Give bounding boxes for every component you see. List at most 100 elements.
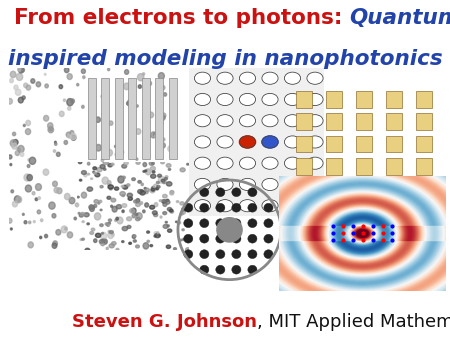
Circle shape: [107, 196, 111, 199]
Bar: [115, 78, 122, 159]
Text: Steven G. Johnson: Steven G. Johnson: [72, 313, 257, 331]
Circle shape: [24, 174, 30, 181]
Circle shape: [217, 93, 233, 105]
Circle shape: [20, 152, 24, 156]
Circle shape: [82, 221, 84, 222]
Circle shape: [56, 230, 61, 235]
Circle shape: [136, 158, 138, 160]
Circle shape: [150, 189, 155, 193]
Circle shape: [148, 112, 153, 118]
Circle shape: [166, 199, 169, 201]
Circle shape: [16, 73, 22, 80]
Circle shape: [122, 241, 124, 243]
Circle shape: [132, 235, 135, 239]
Circle shape: [54, 141, 56, 143]
Circle shape: [81, 69, 86, 73]
Circle shape: [136, 213, 142, 219]
Circle shape: [94, 213, 101, 220]
Circle shape: [216, 250, 225, 259]
Circle shape: [153, 133, 157, 137]
Circle shape: [151, 188, 155, 191]
Circle shape: [239, 136, 256, 148]
Circle shape: [262, 72, 278, 84]
Circle shape: [94, 204, 97, 208]
Circle shape: [248, 250, 257, 259]
Circle shape: [17, 148, 20, 152]
Circle shape: [151, 132, 156, 138]
Circle shape: [135, 245, 140, 248]
Circle shape: [143, 163, 147, 167]
Circle shape: [122, 203, 127, 208]
Circle shape: [163, 224, 168, 228]
Circle shape: [109, 188, 112, 190]
Bar: [356, 91, 372, 108]
Circle shape: [200, 188, 209, 197]
Circle shape: [24, 83, 28, 88]
Circle shape: [184, 250, 193, 259]
Circle shape: [217, 136, 233, 148]
Circle shape: [83, 76, 85, 78]
Circle shape: [174, 248, 176, 250]
Circle shape: [18, 67, 24, 73]
Circle shape: [78, 213, 80, 214]
Circle shape: [90, 178, 93, 179]
Circle shape: [89, 205, 94, 209]
Circle shape: [94, 239, 97, 242]
Circle shape: [158, 176, 165, 183]
Circle shape: [100, 232, 107, 240]
Circle shape: [122, 195, 124, 197]
Circle shape: [95, 144, 101, 151]
Circle shape: [71, 99, 74, 103]
Circle shape: [112, 242, 116, 245]
Circle shape: [107, 223, 110, 226]
Circle shape: [25, 185, 32, 192]
Circle shape: [64, 141, 68, 144]
Circle shape: [94, 200, 99, 203]
Circle shape: [12, 143, 17, 149]
Bar: [296, 91, 312, 108]
Circle shape: [104, 168, 106, 170]
Circle shape: [101, 95, 103, 98]
Circle shape: [102, 112, 106, 116]
Circle shape: [45, 234, 48, 238]
Circle shape: [147, 231, 149, 233]
Circle shape: [52, 214, 56, 218]
Circle shape: [128, 197, 132, 200]
Circle shape: [239, 93, 256, 105]
Circle shape: [120, 149, 123, 153]
Circle shape: [109, 231, 113, 234]
Bar: [296, 158, 312, 175]
Circle shape: [140, 202, 143, 204]
Circle shape: [248, 203, 257, 212]
Circle shape: [109, 244, 114, 248]
Circle shape: [127, 193, 132, 197]
Circle shape: [132, 209, 135, 211]
Circle shape: [194, 93, 211, 105]
Circle shape: [284, 200, 301, 212]
Circle shape: [143, 243, 148, 249]
Circle shape: [53, 181, 57, 187]
Circle shape: [84, 213, 89, 217]
Circle shape: [8, 155, 12, 159]
Circle shape: [16, 196, 22, 203]
Circle shape: [166, 164, 171, 167]
Circle shape: [59, 85, 63, 89]
Circle shape: [99, 200, 102, 202]
Circle shape: [77, 196, 79, 198]
Circle shape: [147, 240, 149, 242]
Circle shape: [157, 186, 160, 188]
Circle shape: [71, 135, 76, 140]
Circle shape: [54, 150, 56, 152]
Circle shape: [91, 120, 95, 124]
Circle shape: [232, 219, 241, 227]
Bar: [296, 136, 312, 152]
Circle shape: [194, 136, 211, 148]
Circle shape: [307, 136, 323, 148]
Circle shape: [80, 239, 82, 241]
Bar: [88, 78, 95, 159]
Circle shape: [184, 234, 193, 243]
Circle shape: [164, 93, 166, 96]
Circle shape: [248, 188, 257, 197]
Bar: [386, 136, 402, 152]
Circle shape: [94, 205, 96, 207]
